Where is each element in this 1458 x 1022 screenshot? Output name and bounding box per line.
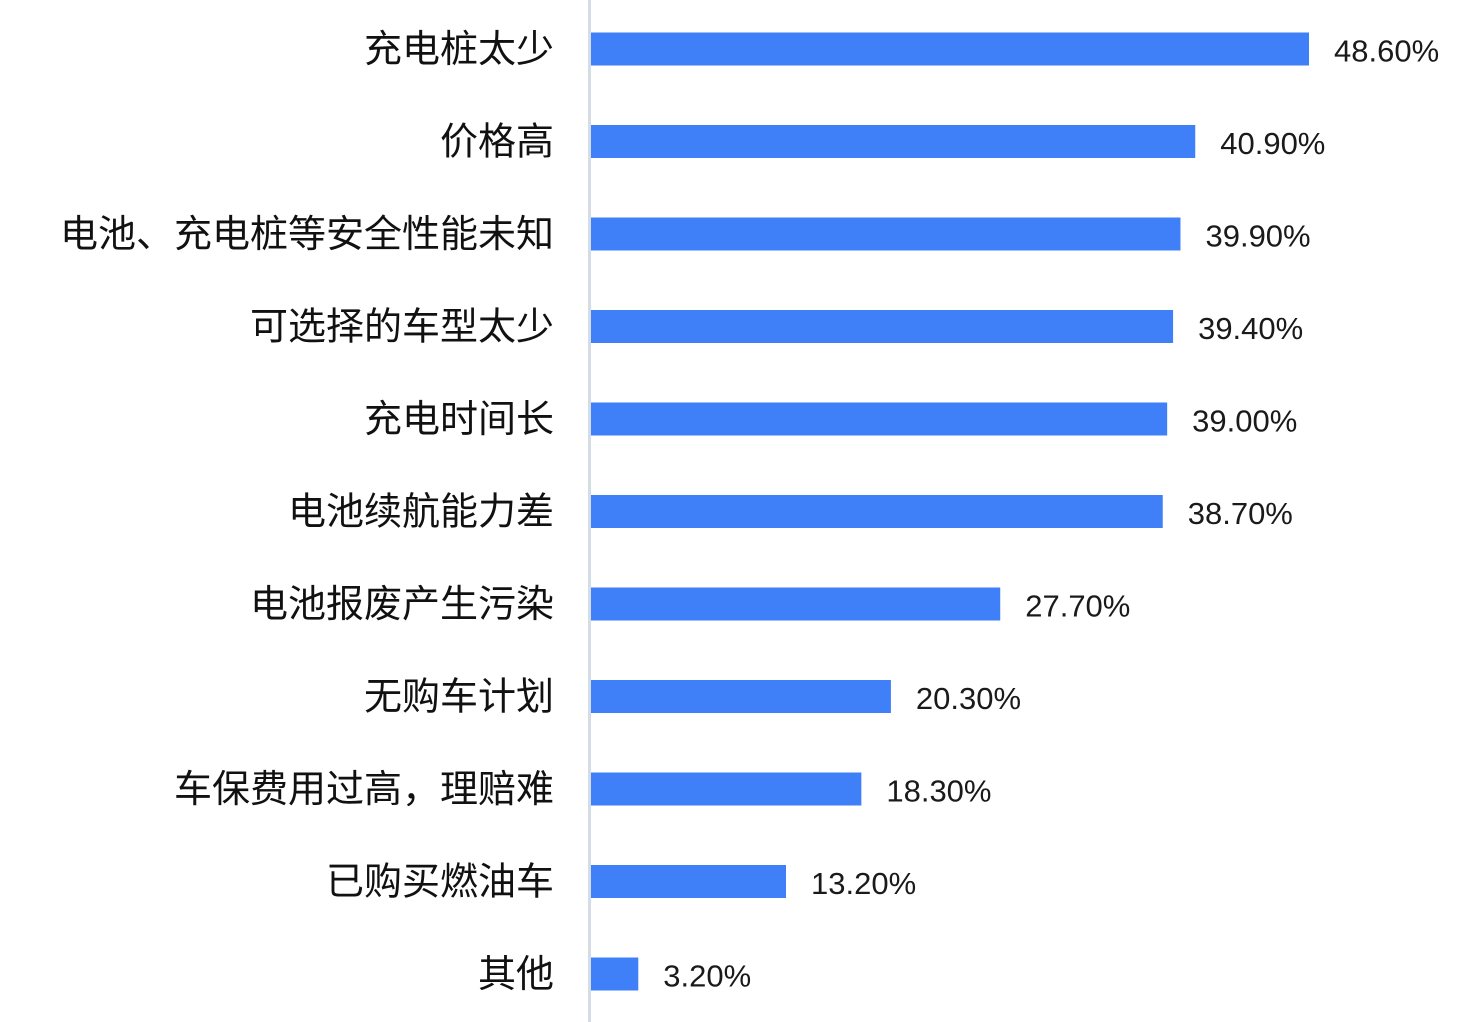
bar bbox=[591, 125, 1196, 158]
data-label: 39.00% bbox=[1192, 404, 1297, 439]
bar bbox=[591, 32, 1309, 66]
data-label: 13.20% bbox=[811, 866, 916, 901]
data-label: 3.20% bbox=[663, 959, 751, 994]
category-label: 车保费用过高，理赔难 bbox=[174, 767, 554, 811]
category-label: 其他 bbox=[478, 952, 554, 996]
category-label: 充电时间长 bbox=[364, 397, 554, 441]
category-label: 已购买燃油车 bbox=[326, 860, 554, 904]
data-label: 39.40% bbox=[1198, 311, 1303, 346]
bar bbox=[591, 217, 1181, 251]
bar bbox=[591, 772, 862, 806]
category-label: 无购车计划 bbox=[364, 675, 554, 719]
data-label: 18.30% bbox=[886, 774, 991, 809]
data-label: 40.90% bbox=[1220, 126, 1325, 161]
category-label: 可选择的车型太少 bbox=[250, 305, 554, 349]
data-label: 39.90% bbox=[1205, 219, 1310, 254]
bars bbox=[591, 32, 1309, 991]
data-label: 48.60% bbox=[1334, 34, 1439, 69]
category-label: 电池、充电桩等安全性能未知 bbox=[60, 212, 554, 256]
category-labels: 充电桩太少价格高电池、充电桩等安全性能未知可选择的车型太少充电时间长电池续航能力… bbox=[60, 27, 554, 996]
bar bbox=[591, 310, 1174, 343]
bar bbox=[591, 587, 1001, 621]
category-label: 价格高 bbox=[440, 120, 554, 164]
bar bbox=[591, 495, 1163, 528]
data-label: 38.70% bbox=[1188, 496, 1293, 531]
category-label: 充电桩太少 bbox=[364, 27, 554, 71]
bar bbox=[591, 957, 639, 991]
data-label: 27.70% bbox=[1025, 589, 1130, 624]
bar bbox=[591, 402, 1168, 436]
data-label: 20.30% bbox=[916, 681, 1021, 716]
bar bbox=[591, 680, 891, 713]
bar bbox=[591, 865, 787, 898]
category-label: 电池报废产生污染 bbox=[250, 582, 554, 626]
value-labels: 48.60% 40.90% 39.90% 39.40% 39.00% 38.70% 27.7… bbox=[663, 34, 1439, 994]
category-label: 电池续航能力差 bbox=[288, 490, 554, 534]
